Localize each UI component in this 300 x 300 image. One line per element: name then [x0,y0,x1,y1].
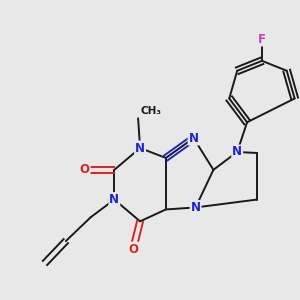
Text: CH₃: CH₃ [140,106,161,116]
Text: N: N [135,142,145,154]
Text: O: O [128,243,138,256]
Text: F: F [258,32,266,46]
Text: N: N [190,201,201,214]
Text: N: N [109,193,119,206]
Text: N: N [232,146,242,158]
Text: O: O [80,163,90,176]
Text: N: N [189,132,199,145]
